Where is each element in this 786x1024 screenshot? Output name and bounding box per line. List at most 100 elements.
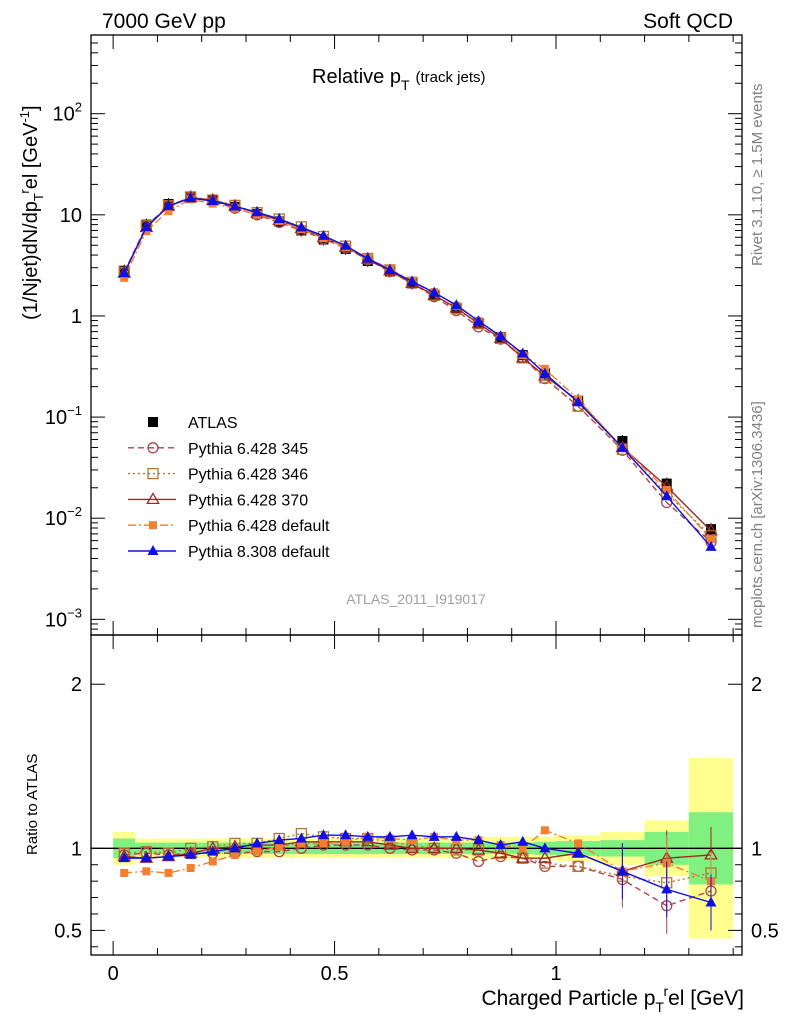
y-tick-label-exp: −2 [67, 504, 82, 519]
ratio-y-tick-label: 1 [71, 838, 82, 860]
y-tick-label-base: 10 [45, 407, 67, 429]
data-point [473, 315, 484, 326]
y-tick-label-base: 10 [53, 104, 75, 126]
main-ylabel-tail-sup: -1 [17, 111, 32, 123]
ratio-point [616, 865, 628, 876]
ratio-point [118, 852, 130, 863]
data-point [340, 239, 352, 250]
ratio-point [207, 845, 219, 856]
ratio-point [297, 839, 306, 848]
ratio-series-line [124, 834, 712, 904]
data-point [495, 330, 507, 341]
x-tick-label: 0 [108, 963, 119, 985]
ratio-point [229, 842, 241, 853]
legend-item: ATLAS [148, 415, 238, 432]
main-ylabel-sub: T [31, 193, 46, 201]
ratio-y-tick-label: 2 [71, 674, 82, 696]
legend-marker [147, 442, 159, 454]
x-axis-label: Charged Particle pTrel [GeV] [481, 983, 744, 1015]
y-tick-label-exp: −1 [67, 403, 82, 418]
legend-item: Pythia 6.428 370 [128, 492, 308, 509]
y-tick-label-base: 1 [71, 306, 82, 328]
ratio-y-tick-label: 0.5 [54, 920, 82, 942]
data-point [661, 490, 673, 501]
y-tick-label: 10−1 [45, 403, 82, 429]
ratio-point [517, 835, 529, 846]
mcplots-label: mcplots.cern.ch [arXiv:1306.3436] [749, 401, 766, 628]
ratio-point [140, 852, 152, 863]
ratio-point [540, 826, 549, 835]
ratio-y-tick-label-right: 1 [751, 838, 762, 860]
data-point [406, 275, 418, 286]
data-point [164, 207, 173, 216]
series-line [123, 197, 712, 548]
ratio-point [185, 848, 197, 859]
x-axis-label-text: Charged Particle p [481, 987, 655, 1010]
x-tick-label: 1 [550, 963, 561, 985]
ratio-point [471, 842, 486, 855]
x-tick-label: 0.5 [321, 963, 349, 985]
ratio-point [661, 883, 673, 894]
legend-marker [149, 521, 157, 530]
ratio-point [515, 850, 530, 863]
ratio-point [163, 850, 174, 861]
x-axis-label-tail: el [GeV] [668, 987, 744, 1010]
ratio-point [318, 829, 329, 840]
series-line [123, 196, 712, 543]
ratio-point [295, 832, 307, 843]
data-point [517, 347, 529, 358]
data-point [207, 194, 219, 205]
ratio-point [705, 896, 717, 907]
y-tick-label-base: 10 [45, 508, 67, 530]
data-point [707, 535, 715, 544]
ratio-point [186, 864, 195, 873]
ratio-point [473, 834, 484, 845]
header-left: 7000 GeV pp [102, 10, 226, 33]
data-point [662, 486, 671, 495]
ratio-ylabel: Ratio to ATLAS [24, 754, 41, 855]
series-2 [118, 191, 717, 542]
ratio-point [428, 830, 440, 841]
data-point [616, 441, 628, 452]
ratio-point [405, 841, 419, 853]
main-ylabel-tail: el [GeV [20, 122, 42, 189]
legend-marker [146, 492, 160, 505]
ratio-point [574, 839, 583, 848]
legend-marker [148, 417, 158, 427]
ratio-point [427, 841, 442, 853]
data-point [362, 252, 374, 263]
rivet-label: Rivet 3.1.10, ≥ 1.5M events [749, 84, 766, 267]
data-point [428, 286, 440, 297]
legend-item: Pythia 6.428 346 [128, 467, 308, 484]
ratio-point [253, 847, 262, 856]
data-point [661, 478, 672, 489]
ratio-point [538, 850, 552, 863]
ratio-point [142, 867, 151, 876]
data-point [251, 206, 263, 217]
data-point [539, 367, 551, 378]
y-tick-label: 10−3 [45, 605, 82, 631]
series-5 [118, 192, 717, 551]
data-point [185, 192, 197, 203]
data-point [705, 540, 717, 551]
ratio-point [495, 839, 507, 850]
y-tick-label: 10 [60, 205, 82, 227]
data-point [163, 200, 174, 211]
legend-label: Pythia 8.308 default [188, 544, 330, 561]
y-tick-label-base: 10 [60, 205, 82, 227]
data-point [704, 523, 718, 536]
ratio-point [275, 842, 284, 851]
data-point [118, 267, 130, 278]
ratio-point [120, 868, 129, 877]
data-point [572, 396, 584, 407]
ratio-point [493, 845, 508, 858]
main-watermark: ATLAS_2011_I919017 [346, 591, 486, 607]
main-title: Relative pT (track jets) [312, 66, 486, 93]
legend-label: Pythia 6.428 346 [188, 467, 308, 484]
legend-marker [147, 545, 159, 555]
ratio-point [472, 855, 485, 868]
main-ylabel-text: (1/Njet)dN/dp [20, 201, 42, 320]
y-tick-label: 1 [71, 306, 82, 328]
